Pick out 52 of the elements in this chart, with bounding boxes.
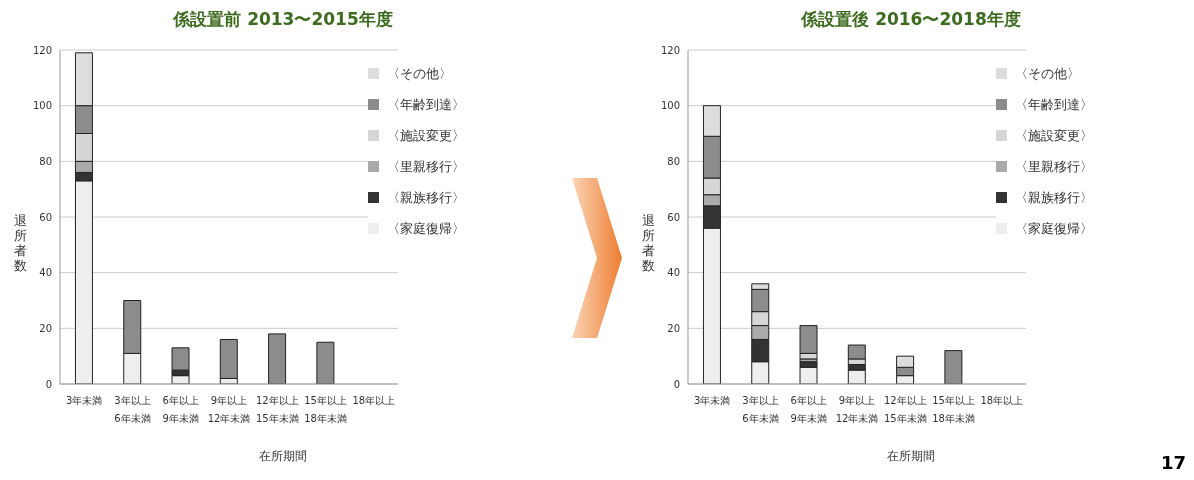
y-axis-title: 退所者数 [640,213,656,273]
legend-label: 〈親族移行〉 [387,189,465,207]
y-axis-title: 退所者数 [12,213,28,273]
y-tick-label: 80 [39,155,52,167]
legend-label: 〈家庭復帰〉 [387,220,465,238]
x-tick-label: 18年以上 [352,395,396,406]
text: 17 [1160,452,1186,473]
y-tick-label: 80 [667,155,680,167]
bar [268,333,287,384]
y-tick-label: 120 [32,44,52,56]
y-tick-label: 100 [660,100,680,112]
x-tick-label: 12年以上 15年未満 [883,395,927,424]
x-tick-label: 12年以上 15年未満 [255,395,299,424]
x-tick-label: 3年以上 6年未満 [742,395,779,424]
x-tick-label: 9年以上 12年未満 [835,395,879,424]
bar [219,338,238,379]
y-tick-label: 120 [660,44,680,56]
x-tick-label: 6年以上 9年未満 [162,395,199,424]
x-tick-label: 3年未満 [65,395,103,406]
x-axis-title: 在所期間 [887,449,935,463]
legend-label: 〈年齢到達〉 [387,96,465,114]
legend-label: 〈親族移行〉 [1015,189,1093,207]
y-tick-label: 60 [39,211,52,223]
bar [799,366,818,384]
chart-title: 係設置前 2013〜2015年度 [172,8,394,31]
y-tick-label: 100 [32,100,52,112]
x-tick-label: 9年以上 12年未満 [207,395,251,424]
legend-label: 〈施設変更〉 [1015,127,1093,145]
legend-label: 〈里親移行〉 [387,158,465,176]
y-tick-label: 0 [673,378,680,390]
x-axis-title: 在所期間 [258,448,308,465]
x-tick-label: 15年以上 18年未満 [932,395,975,424]
bar [316,341,335,384]
chart-title: 係設置後 2016〜2018年度 [800,8,1022,31]
y-tick-label: 40 [667,267,680,279]
legend-label: 〈施設変更〉 [387,127,465,145]
x-tick-label: 3年以上 6年未満 [114,395,151,424]
x-tick-label: 15年以上 18年未満 [304,395,347,424]
y-tick-label: 20 [667,322,680,334]
bar [944,350,963,384]
y-tick-label: 60 [667,211,680,223]
legend-label: 〈年齢到達〉 [1015,96,1093,114]
x-tick-label: 6年以上 9年未満 [790,395,827,424]
y-tick-label: 20 [39,322,52,334]
y-tick-label: 40 [39,267,52,279]
legend-label: 〈里親移行〉 [1015,158,1093,176]
legend-label: 〈その他〉 [1015,65,1080,83]
legend-label: 〈家庭復帰〉 [1015,220,1093,238]
x-tick-label: 3年未満 [693,395,731,406]
legend-label: 〈その他〉 [387,65,452,83]
y-tick-label: 0 [45,378,52,390]
x-tick-label: 18年以上 [980,395,1024,406]
